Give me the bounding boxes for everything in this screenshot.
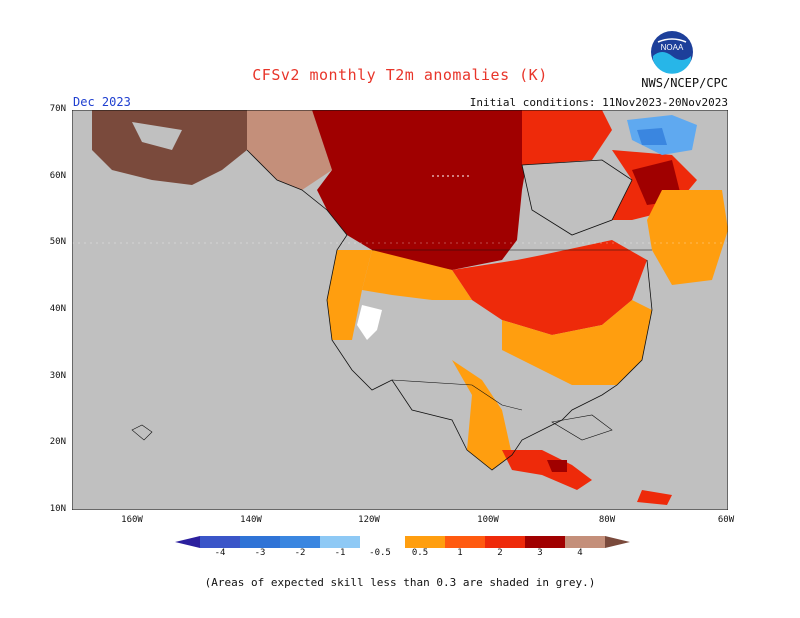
agency-label: NWS/NCEP/CPC: [641, 76, 728, 90]
colorbar-label: -2: [294, 548, 306, 558]
colorbar-label: 2: [497, 548, 503, 558]
lon-label-120w: 120W: [358, 515, 380, 525]
region-yukon-tan: [247, 110, 332, 190]
hudson-bay: [522, 160, 632, 235]
region-maritimes-orange: [647, 190, 728, 285]
skill-footnote: (Areas of expected skill less than 0.3 a…: [204, 576, 596, 589]
colorbar: [175, 536, 630, 548]
region-mexico-orange: [452, 360, 512, 470]
coastline-west: [246, 149, 653, 471]
lat-label-40n: 40N: [49, 304, 66, 314]
us-mexico-border: [391, 379, 523, 411]
noaa-logo: NOAA: [651, 31, 693, 74]
colorbar-label: 1: [457, 548, 463, 558]
colorbar-label: -1: [334, 548, 346, 558]
region-west-orange: [327, 250, 372, 340]
lon-label-160w: 160W: [121, 515, 143, 525]
lon-label-60w: 60W: [717, 515, 735, 525]
region-southeast-orange: [502, 300, 652, 385]
lat-label-60n: 60N: [49, 171, 66, 181]
hawaii-outline: [131, 424, 153, 441]
lat-label-20n: 20N: [49, 437, 66, 447]
alaska-grey-patch: [132, 122, 182, 150]
lon-label-140w: 140W: [240, 515, 262, 525]
colorbar-label: -0.5: [369, 548, 391, 558]
cuba-outline: [551, 414, 613, 441]
colorbar-label: 4: [577, 548, 583, 558]
region-centralamerica-red: [502, 450, 592, 490]
region-south-america-red: [637, 490, 672, 505]
svg-text:NOAA: NOAA: [661, 43, 684, 52]
lat-label-30n: 30N: [49, 371, 66, 381]
region-midwest-red: [452, 240, 647, 335]
lon-label-80w: 80W: [598, 515, 616, 525]
colorbar-label: -4: [214, 548, 226, 558]
lat-label-70n: 70N: [49, 104, 66, 114]
anomaly-map: [72, 110, 728, 510]
colorbar-label: 0.5: [411, 548, 429, 558]
lon-label-100w: 100W: [477, 515, 499, 525]
lat-label-10n: 10N: [49, 504, 66, 514]
colorbar-label: 3: [537, 548, 543, 558]
region-canada-darkred: [312, 110, 527, 270]
initial-conditions: Initial conditions: 11Nov2023-20Nov2023: [469, 96, 728, 109]
forecast-month: Dec 2023: [73, 95, 131, 109]
lat-label-50n: 50N: [49, 237, 66, 247]
map-title: CFSv2 monthly T2m anomalies (K): [252, 66, 548, 84]
region-plains-orange: [362, 250, 472, 300]
colorbar-label: -3: [254, 548, 266, 558]
